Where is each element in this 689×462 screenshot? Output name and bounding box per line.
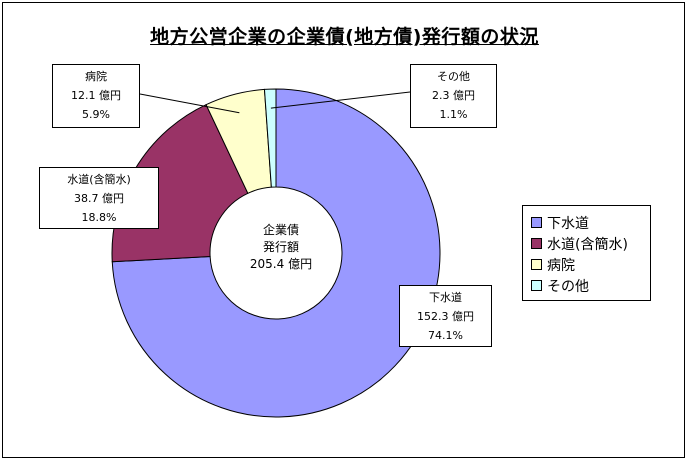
legend-swatch <box>531 259 542 270</box>
center-label-line-1: 企業債 <box>262 223 299 237</box>
center-label-line-2: 発行額 <box>262 240 299 254</box>
chart-title: 地方公営企業の企業債(地方債)発行額の状況 <box>150 26 539 48</box>
legend-swatch <box>531 280 542 291</box>
data-label-value: 152.3 億円 <box>417 310 474 323</box>
slice-gesuido <box>111 88 441 418</box>
legend-swatch <box>531 238 542 249</box>
legend: 下水道 水道(含簡水) 病院 その他 <box>522 205 651 301</box>
data-label-name: 水道(含簡水) <box>67 173 131 186</box>
slice-sonota <box>263 88 277 188</box>
data-label-percent: 18.8% <box>81 211 117 224</box>
data-label-sonota: その他 2.3 億円 1.1% <box>410 64 497 128</box>
leader-line-sonota <box>270 91 411 109</box>
legend-label: その他 <box>547 278 589 295</box>
data-label-name: 病院 <box>85 70 107 83</box>
data-label-value: 2.3 億円 <box>432 89 475 102</box>
data-label-name: 下水道 <box>429 291 462 304</box>
data-label-suido: 水道(含簡水) 38.7 億円 18.8% <box>39 167 159 229</box>
legend-item: 水道(含簡水) <box>531 233 650 254</box>
legend-label: 下水道 <box>547 215 589 232</box>
legend-item: 下水道 <box>531 212 650 233</box>
center-label: 企業債 発行額 205.4 億円 <box>226 222 336 273</box>
data-label-percent: 5.9% <box>82 108 110 121</box>
data-label-gesuido: 下水道 152.3 億円 74.1% <box>399 285 492 347</box>
center-label-line-3: 205.4 億円 <box>249 257 313 271</box>
data-label-percent: 74.1% <box>428 329 463 342</box>
legend-item: 病院 <box>531 254 650 275</box>
legend-item: その他 <box>531 275 650 296</box>
leader-line-byoin <box>139 93 240 114</box>
legend-label: 水道(含簡水) <box>547 236 628 253</box>
data-label-value: 12.1 億円 <box>71 89 121 102</box>
legend-swatch <box>531 217 542 228</box>
data-label-byoin: 病院 12.1 億円 5.9% <box>52 64 140 128</box>
data-label-name: その他 <box>437 70 470 83</box>
legend-label: 病院 <box>547 257 575 274</box>
data-label-percent: 1.1% <box>439 108 468 121</box>
data-label-value: 38.7 億円 <box>74 192 124 205</box>
